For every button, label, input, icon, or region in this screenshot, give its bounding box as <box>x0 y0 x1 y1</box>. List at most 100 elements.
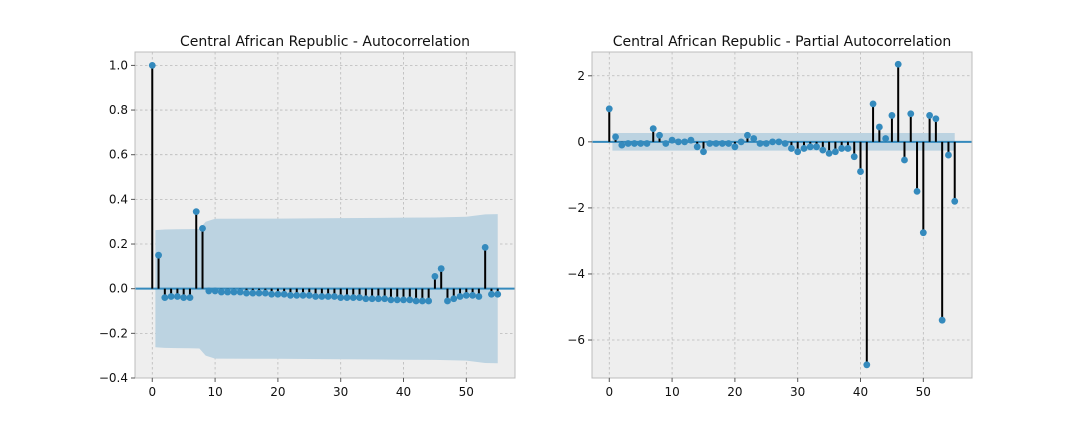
pacf-marker <box>656 131 663 139</box>
pacf-marker <box>926 112 934 119</box>
acf-y-tick-label: 0.8 <box>109 103 128 117</box>
acf-y-tick-label: 0.4 <box>109 192 128 206</box>
acf-x-tick-label: 20 <box>270 385 285 399</box>
pacf-marker <box>769 138 776 146</box>
pacf-marker <box>806 143 814 151</box>
pacf-x-tick-label: 40 <box>853 385 868 399</box>
pacf-marker <box>781 140 789 147</box>
acf-marker <box>192 208 200 216</box>
acf-marker <box>362 295 370 303</box>
pacf-y-tick-label: 2 <box>577 69 585 83</box>
pacf-marker <box>630 140 638 147</box>
pacf-marker <box>643 140 651 147</box>
pacf-x-tick-label: 30 <box>790 385 805 399</box>
acf-marker <box>475 293 483 300</box>
pacf-marker <box>888 112 896 119</box>
acf-x-tick-label: 30 <box>333 385 348 399</box>
acf-marker <box>205 287 213 295</box>
pacf-marker <box>863 361 871 369</box>
pacf-marker <box>737 138 745 146</box>
acf-marker <box>450 295 458 303</box>
pacf-marker <box>907 110 915 118</box>
pacf-marker <box>938 316 946 324</box>
acf-x-tick-label: 0 <box>148 385 156 399</box>
acf-marker <box>368 295 376 303</box>
acf-y-tick-label: −0.2 <box>99 326 128 340</box>
pacf-marker <box>913 187 921 195</box>
pacf-marker <box>813 143 820 151</box>
pacf-marker <box>668 136 676 144</box>
acf-marker <box>268 290 276 298</box>
acf-marker <box>312 293 319 300</box>
acf-marker <box>425 297 433 305</box>
acf-marker <box>462 291 470 299</box>
acf-marker <box>488 290 495 298</box>
pacf-x-tick-label: 20 <box>727 385 742 399</box>
pacf-y-tick-label: −2 <box>567 201 585 215</box>
acf-axes-frame <box>134 51 516 379</box>
acf-y-tick-label: 1.0 <box>109 58 128 72</box>
acf-marker <box>249 289 257 297</box>
acf-title: Central African Republic - Autocorrelati… <box>180 34 470 50</box>
acf-x-axis: 0 10 20 30 40 50 <box>148 378 474 399</box>
pacf-marker <box>850 153 858 161</box>
pacf-marker <box>794 148 802 156</box>
acf-marker <box>356 294 363 302</box>
pacf-plot-area <box>592 52 972 378</box>
acf-marker <box>180 294 188 302</box>
acf-marker <box>287 291 294 299</box>
acf-marker <box>444 297 451 305</box>
pacf-marker <box>693 143 701 151</box>
pacf-marker <box>744 131 751 139</box>
acf-marker <box>199 224 206 232</box>
acf-marker <box>161 294 169 302</box>
acf-y-tick-label: 0.2 <box>109 237 128 251</box>
acf-marker <box>318 293 326 300</box>
pacf-marker <box>932 115 940 123</box>
acf-marker <box>400 296 407 304</box>
acf-marker <box>305 291 313 299</box>
acf-marker <box>418 297 426 305</box>
pacf-marker <box>674 138 682 146</box>
pacf-chart: 0 10 20 30 40 50 −6 −4 −2 0 2 Central African Rep… <box>567 34 973 399</box>
acf-marker <box>274 290 282 298</box>
pacf-marker <box>637 140 645 147</box>
acf-marker <box>431 273 439 280</box>
pacf-marker <box>894 60 902 68</box>
pacf-marker <box>882 135 890 142</box>
acf-marker <box>374 295 382 303</box>
pacf-marker <box>788 145 795 152</box>
acf-marker <box>148 61 156 69</box>
pacf-markers <box>605 60 959 369</box>
pacf-y-tick-label: −6 <box>567 333 585 347</box>
pacf-marker <box>819 146 827 154</box>
pacf-x-tick-label: 0 <box>605 385 613 399</box>
pacf-marker <box>857 168 864 175</box>
pacf-axes-frame <box>591 51 973 379</box>
pacf-marker <box>756 140 764 147</box>
acf-x-tick-label: 40 <box>396 385 411 399</box>
pacf-marker <box>951 197 959 205</box>
pacf-marker <box>725 140 733 147</box>
pacf-title: Central African Republic - Partial Autoc… <box>613 34 952 50</box>
acf-marker <box>155 251 162 259</box>
pacf-marker <box>875 123 883 131</box>
acf-marker <box>261 289 269 297</box>
pacf-marker <box>662 140 670 147</box>
acf-marker <box>217 288 225 296</box>
acf-marker <box>255 289 263 297</box>
pacf-marker <box>700 148 707 156</box>
pacf-marker <box>869 100 877 108</box>
acf-marker <box>293 291 301 299</box>
acf-marker <box>494 290 502 298</box>
pacf-marker <box>945 151 952 159</box>
pacf-marker <box>706 140 714 147</box>
acf-marker <box>224 288 232 296</box>
pacf-y-axis: −6 −4 −2 0 2 <box>567 69 592 347</box>
acf-markers <box>148 61 502 305</box>
acf-x-tick-label: 50 <box>459 385 474 399</box>
pacf-marker <box>825 150 833 157</box>
acf-marker <box>324 293 332 300</box>
acf-marker <box>393 296 401 304</box>
